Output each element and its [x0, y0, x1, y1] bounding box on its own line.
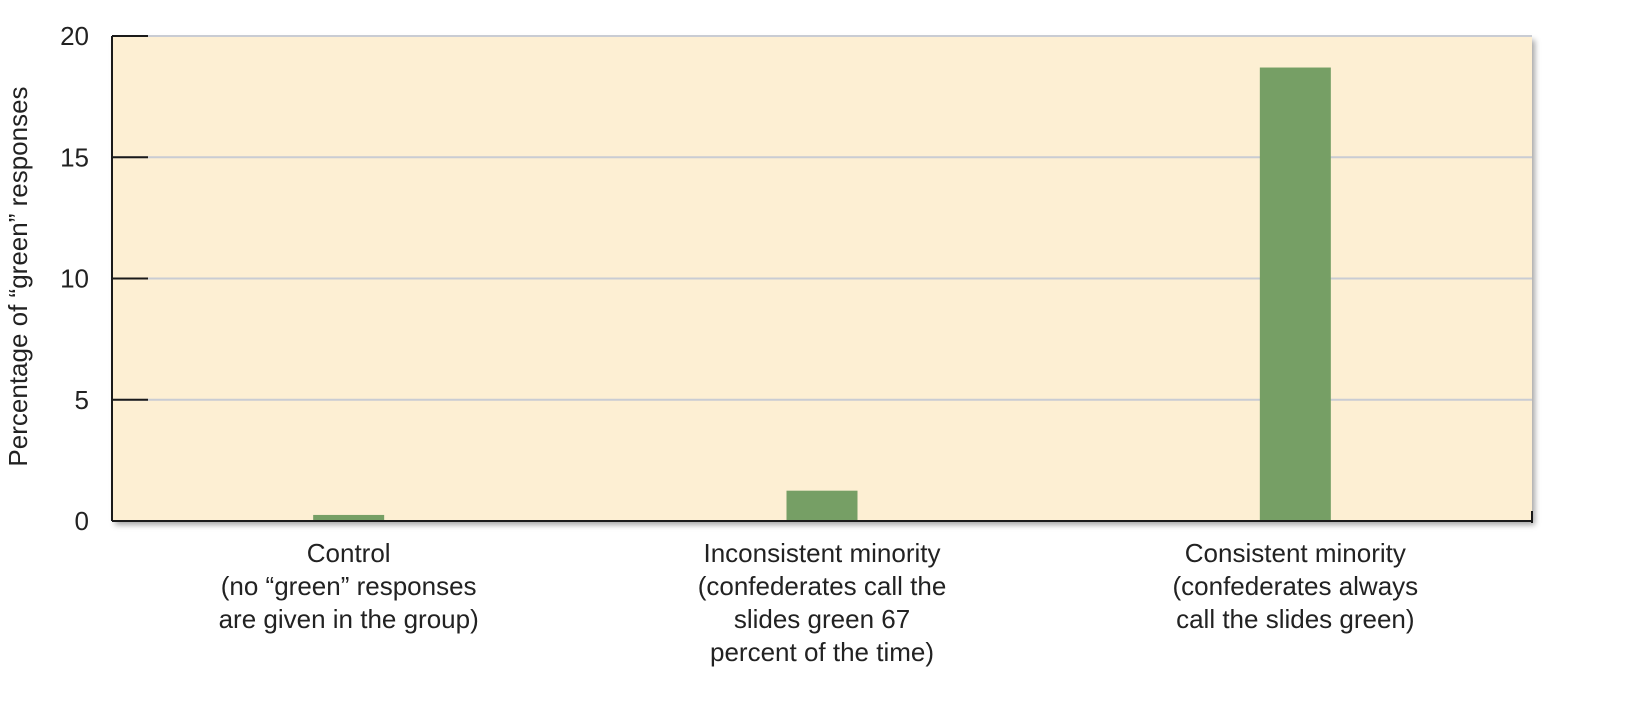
axes	[111, 35, 1533, 523]
x-category-label: Control (no “green” responses are given in…	[219, 538, 479, 634]
bar	[786, 490, 858, 521]
x-category-label: Inconsistent minority (confederates call …	[698, 538, 947, 667]
y-tick-label: 5	[75, 385, 89, 415]
bar	[313, 514, 385, 521]
x-category-label: Consistent minority (confederates always c…	[1172, 538, 1418, 634]
y-tick-label: 0	[75, 506, 89, 536]
y-axis-title: Percentage of “green” responses	[3, 86, 33, 466]
y-tick-label: 10	[60, 264, 89, 294]
y-tick-label: 20	[60, 21, 89, 51]
y-tick-label: 15	[60, 142, 89, 172]
category-labels: Control (no “green” responses are given in…	[219, 538, 1419, 667]
bar	[1259, 67, 1331, 522]
y-tick-labels: 0 5 10 15 20	[60, 21, 89, 536]
bars	[313, 67, 1331, 522]
